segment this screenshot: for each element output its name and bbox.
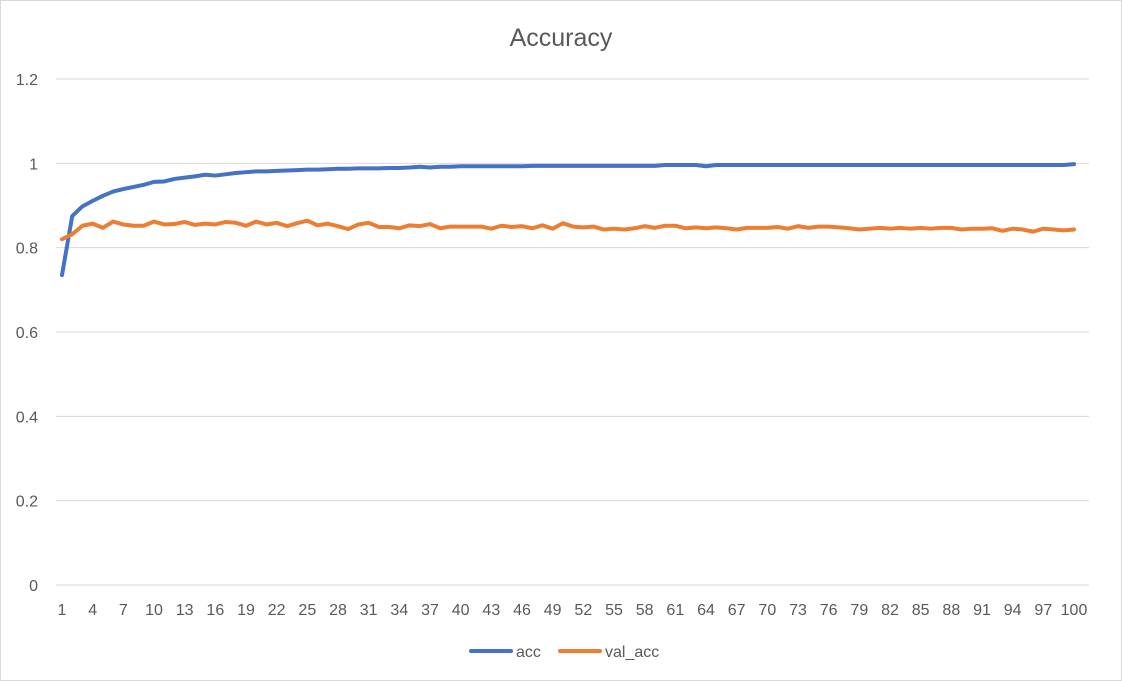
y-tick-label: 1 [29,156,38,173]
x-tick-label: 79 [850,602,868,619]
x-tick-label: 58 [636,602,654,619]
y-tick-label: 0.4 [16,409,38,426]
y-tick-label: 0.2 [16,494,38,511]
x-tick-label: 37 [421,602,439,619]
y-axis-ticks: 0 0.2 0.4 0.6 0.8 1 1.2 [16,72,38,595]
x-tick-label: 52 [574,602,592,619]
x-tick-label: 76 [820,602,838,619]
series-lines [60,162,1076,278]
y-tick-label: 0 [29,578,38,595]
chart-title: Accuracy [510,24,613,52]
x-tick-label: 49 [544,602,562,619]
x-tick-label: 43 [482,602,500,619]
x-tick-label: 70 [758,602,776,619]
series-line-val-acc [60,218,1076,242]
y-tick-label: 0.8 [16,241,38,258]
x-tick-label: 100 [1061,602,1088,619]
x-tick-label: 55 [605,602,623,619]
x-tick-label: 13 [176,602,194,619]
x-tick-label: 91 [973,602,991,619]
x-tick-label: 40 [452,602,470,619]
x-tick-label: 31 [360,602,378,619]
x-tick-label: 4 [88,602,97,619]
x-tick-label: 82 [881,602,899,619]
x-tick-label: 73 [789,602,807,619]
x-tick-label: 67 [728,602,746,619]
x-tick-label: 7 [119,602,128,619]
y-tick-label: 1.2 [16,72,38,89]
x-tick-label: 1 [58,602,67,619]
x-tick-label: 28 [329,602,347,619]
x-tick-label: 19 [237,602,255,619]
legend-label-val-acc: val_acc [605,644,659,661]
x-tick-label: 94 [1004,602,1022,619]
x-tick-label: 46 [513,602,531,619]
x-tick-label: 25 [298,602,316,619]
gridlines [56,78,1089,586]
x-tick-label: 88 [942,602,960,619]
x-axis-ticks: 1 4 7 10 13 16 19 22 25 28 31 34 37 40 43 46 49 52 55 58 61 6… [58,602,1088,619]
series-line-acc [60,162,1076,278]
x-tick-label: 61 [666,602,684,619]
x-tick-label: 16 [206,602,224,619]
x-tick-label: 97 [1034,602,1052,619]
x-tick-label: 10 [145,602,163,619]
x-tick-label: 64 [697,602,715,619]
legend-label-acc: acc [516,644,541,661]
x-tick-label: 85 [912,602,930,619]
x-tick-label: 34 [390,602,408,619]
y-tick-label: 0.6 [16,325,38,342]
legend: acc val_acc [469,644,659,661]
x-tick-label: 22 [268,602,286,619]
